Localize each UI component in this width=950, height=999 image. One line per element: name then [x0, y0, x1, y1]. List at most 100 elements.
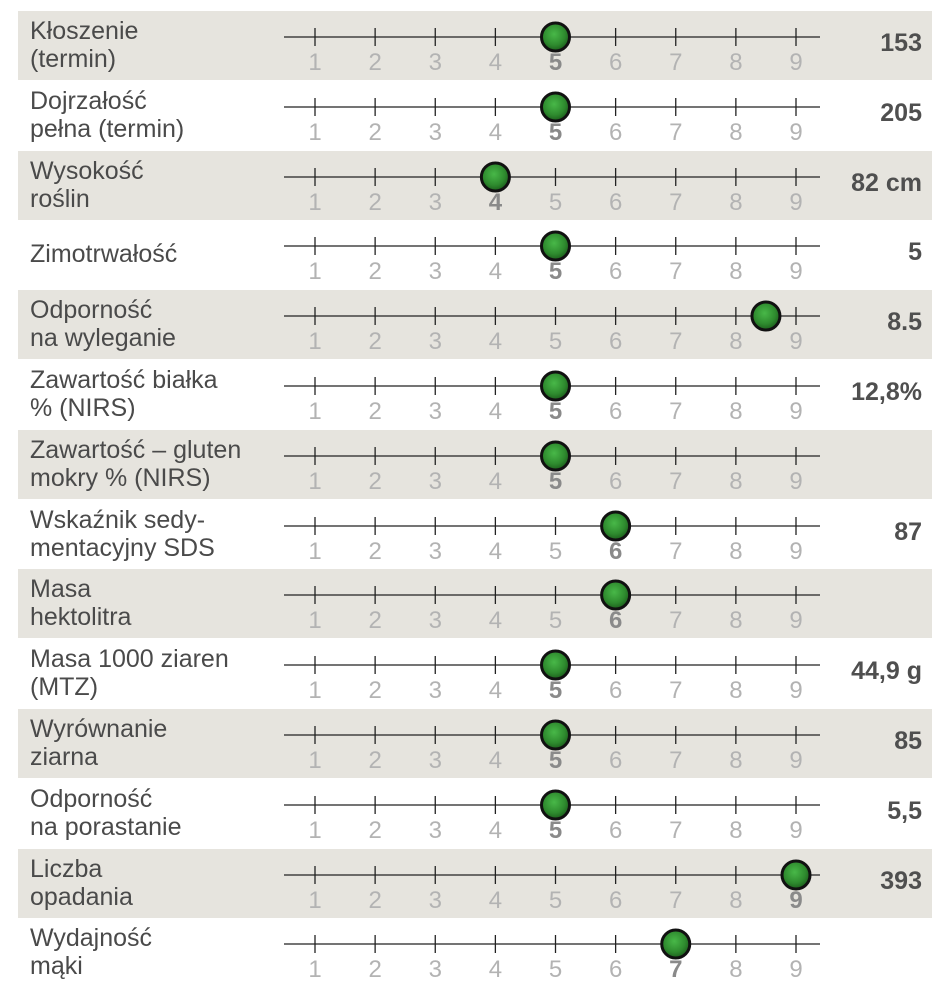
- tick-label: 4: [489, 49, 502, 76]
- trait-label: Zimotrwałość: [30, 240, 178, 269]
- tick-label: 7: [669, 119, 682, 146]
- tick-label: 2: [368, 398, 381, 425]
- tick-label: 5: [549, 328, 562, 355]
- trait-row: Odporność na wyleganie 8.5 1 2 3 4 5 6 7 8 9: [18, 290, 932, 360]
- tick-label: 9: [789, 328, 802, 355]
- tick-label: 7: [669, 189, 682, 216]
- rating-marker: [479, 161, 511, 193]
- tick-label: 9: [789, 747, 802, 774]
- tick-label: 5: [549, 398, 562, 425]
- trait-value: 87: [894, 517, 922, 546]
- tick-label: 7: [669, 887, 682, 914]
- tick-label: 1: [308, 677, 321, 704]
- rating-marker: [540, 719, 571, 751]
- tick-label: 7: [669, 468, 682, 495]
- tick-label: 3: [429, 956, 442, 983]
- tick-label: 3: [429, 328, 442, 355]
- tick-label: 2: [368, 747, 381, 774]
- tick-label: 8: [729, 747, 742, 774]
- rating-scale: 1 2 3 4 5 6 7 8 9: [284, 719, 820, 774]
- trait-row: Wskaźnik sedy- mentacyjny SDS 87 1 2 3 4 5 6 7 8 9: [18, 500, 932, 569]
- trait-row: Zawartość białka % (NIRS) 12,8% 1 2 3 4 5 6 7 8 9: [18, 360, 932, 429]
- rating-marker: [600, 510, 632, 542]
- tick-label: 3: [429, 607, 442, 634]
- tick-label: 1: [308, 258, 321, 285]
- trait-row: Wysokość roślin 82 cm 1 2 3 4 5 6 7 8 9: [18, 150, 932, 220]
- trait-row: Wyrównanie ziarna 85 1 2 3 4 5 6 7 8 9: [18, 709, 932, 778]
- tick-label: 6: [609, 817, 622, 844]
- rating-scale: 1 2 3 4 5 6 7 8 9: [284, 230, 820, 285]
- trait-label: Wyrównanie ziarna: [30, 715, 168, 771]
- tick-label: 2: [368, 817, 381, 844]
- rating-scale: 1 2 3 4 5 6 7 8 9: [284, 91, 820, 146]
- tick-label: 9: [789, 49, 802, 76]
- trait-value: 5: [908, 238, 922, 267]
- tick-label: 5: [549, 538, 562, 565]
- tick-label: 7: [669, 538, 682, 565]
- trait-value: 5,5: [887, 796, 922, 825]
- tick-label: 2: [368, 258, 381, 285]
- tick-label: 8: [729, 189, 742, 216]
- tick-label: 1: [308, 747, 321, 774]
- tick-label: 4: [489, 398, 502, 425]
- tick-label: 3: [429, 538, 442, 565]
- tick-label: 6: [609, 258, 622, 285]
- tick-label: 6: [609, 468, 622, 495]
- tick-label: 3: [429, 817, 442, 844]
- tick-label: 3: [429, 747, 442, 774]
- tick-label: 9: [789, 398, 802, 425]
- tick-label: 9: [789, 189, 802, 216]
- tick-label: 7: [669, 398, 682, 425]
- tick-label: 1: [308, 956, 321, 983]
- rating-scale: 1 2 3 4 5 6 7 8 9: [284, 928, 820, 983]
- tick-label: 2: [368, 887, 381, 914]
- tick-label: 7: [669, 817, 682, 844]
- tick-label: 8: [729, 677, 742, 704]
- rating-marker: [540, 91, 571, 123]
- tick-label: 8: [729, 258, 742, 285]
- rating-marker: [540, 370, 571, 402]
- tick-label: 9: [789, 956, 802, 983]
- tick-label: 5: [549, 677, 562, 704]
- tick-label: 6: [609, 398, 622, 425]
- tick-label: 4: [489, 538, 502, 565]
- tick-label: 9: [789, 119, 802, 146]
- tick-label: 6: [609, 538, 622, 565]
- tick-label: 5: [549, 258, 562, 285]
- tick-label: 8: [729, 956, 742, 983]
- rating-scale: 1 2 3 4 5 6 7 8 9: [284, 579, 820, 634]
- rating-scale: 1 2 3 4 5 6 7 8 9: [284, 440, 820, 495]
- tick-label: 9: [789, 607, 802, 634]
- trait-value: 8.5: [887, 308, 922, 337]
- rating-marker: [660, 928, 692, 960]
- trait-value: 205: [880, 98, 922, 127]
- tick-label: 8: [729, 328, 742, 355]
- rating-scale: 1 2 3 4 5 6 7 8 9: [284, 300, 820, 355]
- tick-label: 1: [308, 49, 321, 76]
- rating-marker: [540, 440, 571, 472]
- rating-marker: [540, 230, 571, 262]
- tick-label: 2: [368, 468, 381, 495]
- rating-marker: [600, 579, 632, 611]
- tick-label: 2: [368, 538, 381, 565]
- trait-row: Masa hektolitra 1 2 3 4 5 6 7 8 9: [18, 569, 932, 639]
- trait-value: 82 cm: [851, 168, 922, 197]
- tick-label: 7: [669, 956, 682, 983]
- tick-label: 5: [549, 468, 562, 495]
- tick-label: 1: [308, 189, 321, 216]
- tick-label: 4: [489, 747, 502, 774]
- trait-label: Odporność na porastanie: [30, 784, 182, 841]
- tick-label: 8: [729, 817, 742, 844]
- trait-row: Wydajność mąki 1 2 3 4 5 6 7 8 9: [18, 918, 932, 987]
- tick-label: 2: [368, 119, 381, 146]
- tick-label: 7: [669, 607, 682, 634]
- trait-row: Zimotrwałość 5 1 2 3 4 5 6 7 8 9: [18, 220, 932, 289]
- trait-row: Masa 1000 ziaren (MTZ) 44,9 g 1 2 3 4 5 6 7 8 9: [18, 639, 932, 708]
- tick-label: 4: [489, 468, 502, 495]
- trait-label: Zawartość białka % (NIRS): [30, 366, 218, 422]
- tick-label: 3: [429, 189, 442, 216]
- tick-label: 8: [729, 538, 742, 565]
- tick-label: 4: [489, 817, 502, 844]
- tick-label: 8: [729, 607, 742, 634]
- tick-label: 3: [429, 119, 442, 146]
